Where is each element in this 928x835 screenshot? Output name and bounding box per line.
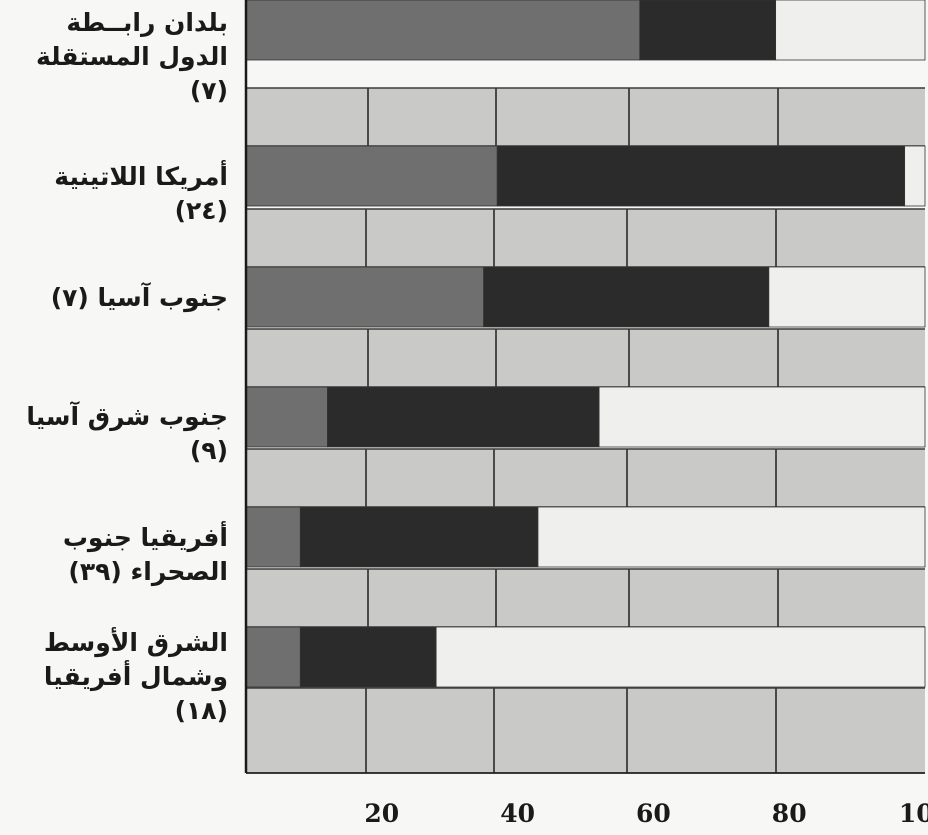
bar-segment xyxy=(598,386,926,448)
bar-segment xyxy=(435,626,926,688)
category-label: جنوب آسيا (٧) xyxy=(50,283,228,312)
bar-segment xyxy=(768,266,926,328)
grid-band xyxy=(246,688,925,773)
grid-band xyxy=(246,209,925,267)
bar-segment xyxy=(245,266,485,328)
bar-segment xyxy=(245,506,301,568)
category-label: جنوب شرق آسيا (٩) xyxy=(26,402,228,465)
bar-segment xyxy=(245,145,498,207)
category-label: الشرق الأوسط وشمال أفريقيا (١٨) xyxy=(43,628,228,725)
x-tick-label: 80 xyxy=(772,799,807,828)
bar-segment xyxy=(245,386,328,448)
bar-segment xyxy=(639,0,777,61)
category-label: بلدان رابــطة الدول المستقلة (٧) xyxy=(35,8,228,105)
axes xyxy=(244,0,925,774)
bar-segment xyxy=(299,506,539,568)
x-tick-label: 40 xyxy=(500,799,535,828)
bar-segment xyxy=(775,0,926,61)
bar-segment xyxy=(904,145,926,207)
category-label: أفريقيا جنوب الصحراء (٣٩) xyxy=(62,523,228,586)
bar-segment xyxy=(245,0,641,61)
x-tick-label: 20 xyxy=(364,799,399,828)
bar-segment xyxy=(483,266,770,328)
bars xyxy=(245,0,926,688)
category-label: أمريكا اللاتينية (٢٤) xyxy=(54,162,228,225)
grid-band xyxy=(246,449,925,507)
x-tick-label: 60 xyxy=(636,799,671,828)
grid-band xyxy=(246,329,925,387)
grid-band xyxy=(246,569,925,627)
x-tick-labels: 20 40 60 80 100 xyxy=(364,799,928,828)
bar-segment xyxy=(496,145,906,207)
bar-segment xyxy=(245,626,301,688)
grid-band xyxy=(246,88,925,146)
bar-segment xyxy=(327,386,600,448)
x-tick-label: 100 xyxy=(899,799,928,828)
grid-bands xyxy=(246,87,925,774)
bar-segment xyxy=(299,626,437,688)
bar-segment xyxy=(537,506,926,568)
